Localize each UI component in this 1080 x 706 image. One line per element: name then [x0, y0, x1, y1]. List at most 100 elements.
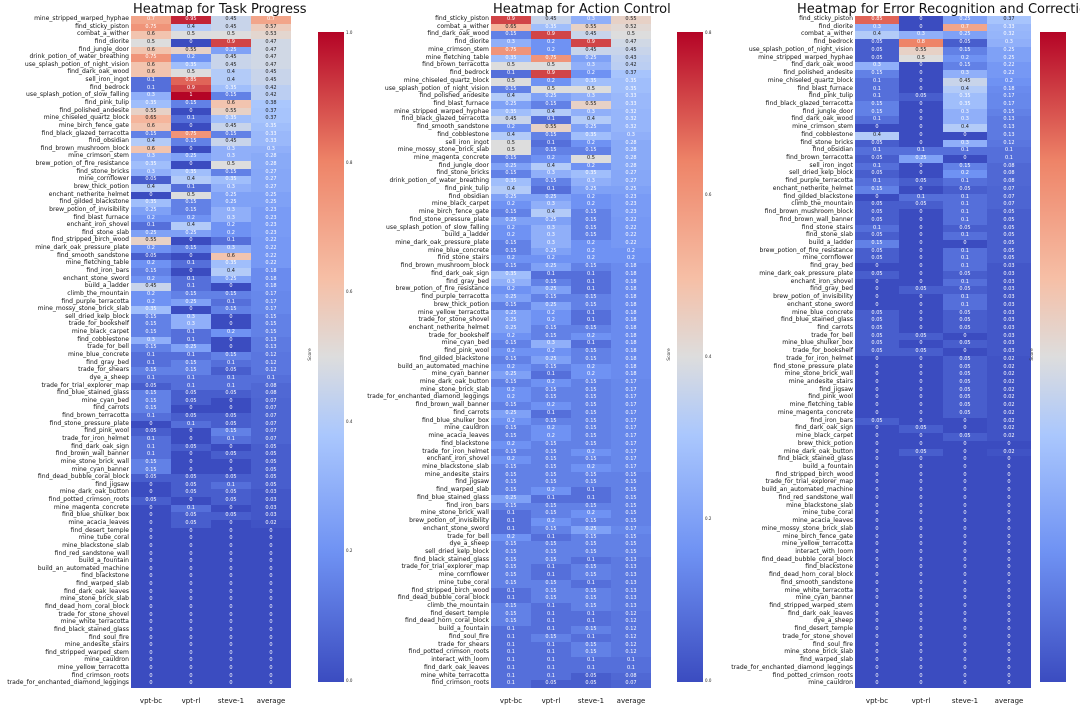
heatmap-cell: 0.05	[943, 324, 987, 333]
heatmap-cell: 0.1	[171, 184, 211, 192]
row-label: mine_white_terracotta	[60, 618, 129, 626]
row-label: find_pink_tulip	[808, 92, 853, 100]
heatmap-cell: 0	[899, 494, 943, 503]
heatmap-cell: 0.5	[171, 31, 211, 40]
heatmap-cell: 0.2	[571, 240, 611, 249]
heatmap-cell: 0.05	[131, 382, 171, 391]
heatmap-cell: 0.02	[987, 448, 1031, 457]
heatmap-cell: 0.1	[171, 420, 211, 429]
column-label: vpt-bc	[865, 697, 889, 705]
heatmap-cell: 0.32	[987, 31, 1031, 40]
heatmap-cell: 0.4	[943, 85, 987, 94]
heatmap-cell: 0.12	[611, 618, 651, 627]
heatmap-cell: 0.05	[943, 224, 987, 233]
heatmap-cell: 0	[899, 633, 943, 642]
heatmap-cell: 0.03	[987, 263, 1031, 272]
heatmap-cell: 0.05	[855, 247, 899, 256]
heatmap-cell: 0.05	[943, 386, 987, 395]
heatmap-cell: 0	[171, 581, 211, 589]
heatmap-cell: 0.1	[855, 178, 899, 187]
heatmap-cell: 0.1	[251, 374, 291, 383]
heatmap-cell: 0.17	[611, 433, 651, 442]
heatmap-cell: 0	[211, 634, 251, 643]
row-label: find_polished_andesite	[419, 92, 489, 100]
heatmap-cell: 0.15	[571, 649, 611, 658]
colorbar-tick: 0.0	[346, 678, 353, 683]
heatmap-cell: 0.03	[987, 286, 1031, 295]
heatmap-cell: 0.4	[531, 108, 571, 117]
heatmap-cell: 0	[855, 464, 899, 473]
heatmap-cell: 0.25	[491, 309, 531, 318]
heatmap-cell: 0.17	[611, 409, 651, 418]
heatmap-cell: 0.55	[611, 16, 651, 25]
heatmap-cell: 0.35	[131, 306, 171, 315]
row-label: climb_the_mountain	[67, 289, 129, 297]
heatmap-cell: 0.22	[251, 260, 291, 269]
row-label: find_potted_crimson_roots	[408, 648, 489, 656]
heatmap-cell: 0	[171, 649, 211, 658]
heatmap-cell: 0.15	[855, 70, 899, 79]
heatmap-cell: 0.2	[491, 255, 531, 264]
heatmap-cell: 0	[855, 379, 899, 388]
heatmap-cell: 0	[251, 596, 291, 605]
heatmap-cell: 0.15	[531, 332, 571, 341]
heatmap-cell: 0.4	[531, 162, 571, 171]
heatmap-cell: 0.4	[943, 124, 987, 133]
heatmap-cell: 0	[131, 649, 171, 658]
heatmap-cell: 0.1	[531, 603, 571, 612]
heatmap-cell: 0.15	[531, 471, 571, 480]
heatmap-cell: 0.47	[251, 38, 291, 47]
colorbar-tick: 0.2	[346, 548, 353, 554]
row-label: mine_cyan_banner	[795, 594, 853, 602]
row-label: mine_stripped_warped_hyphae	[758, 53, 853, 61]
heatmap-cell: 0.18	[611, 371, 651, 380]
heatmap-cell: 0.15	[571, 456, 611, 465]
heatmap-cell: 0.15	[571, 502, 611, 511]
heatmap-cell: 0	[855, 433, 899, 442]
heatmap-cell: 0	[899, 657, 943, 666]
heatmap-cell: 0	[987, 541, 1031, 550]
heatmap-cell: 0.05	[131, 474, 171, 483]
heatmap-cell: 0.17	[987, 93, 1031, 102]
heatmap-cell: 0.15	[131, 458, 171, 467]
row-label: find_blue_stained_glass	[417, 493, 489, 501]
row-label: find_brown_terracotta	[422, 61, 489, 69]
heatmap-cell: 0.07	[987, 201, 1031, 210]
heatmap-cell: 0.15	[611, 510, 651, 519]
heatmap-cell: 0.13	[987, 124, 1031, 133]
heatmap-cell: 0.42	[611, 62, 651, 71]
heatmap-cell: 0.1	[171, 336, 211, 345]
heatmap-cell: 0	[211, 504, 251, 513]
heatmap-cell: 0.15	[491, 471, 531, 480]
heatmap-cell: 0.05	[855, 340, 899, 349]
heatmap-cell: 0.35	[531, 23, 571, 32]
row-label: find_desert_temple	[430, 609, 489, 617]
heatmap-cell: 0.15	[571, 409, 611, 418]
row-label: mine_white_terracotta	[784, 586, 853, 594]
heatmap-cell: 0	[855, 572, 899, 581]
row-label: combat_a_wither	[436, 22, 489, 30]
heatmap-cell: 0	[131, 642, 171, 651]
heatmap-cell: 0.2	[531, 77, 571, 86]
heatmap-cell: 0.05	[987, 216, 1031, 225]
heatmap-cell: 0.1	[531, 610, 571, 619]
row-label: find_obsidian	[88, 137, 129, 145]
heatmap-cell: 0.08	[251, 382, 291, 391]
heatmap-cell: 0	[943, 641, 987, 650]
row-label: mine_cornflower	[78, 175, 129, 183]
heatmap-cell: 0	[855, 425, 899, 434]
heatmap-cell: 0.23	[251, 222, 291, 231]
heatmap-cell: 0.1	[943, 301, 987, 310]
heatmap-cell: 0.17	[611, 525, 651, 534]
row-label: mine_cornflower	[802, 254, 853, 262]
heatmap-cell: 0.15	[491, 610, 531, 619]
heatmap-cell: 0	[855, 525, 899, 534]
heatmap-cell: 0.1	[943, 216, 987, 225]
heatmap-cell: 0	[855, 487, 899, 496]
row-label: find_warped_slab	[800, 656, 853, 664]
heatmap-cell: 0.1	[943, 232, 987, 241]
heatmap-cell: 0.2	[531, 518, 571, 527]
heatmap-cell: 0.07	[251, 413, 291, 421]
row-label: mine_birch_fence_gate	[58, 121, 129, 129]
heatmap-cell: 0.05	[855, 201, 899, 210]
